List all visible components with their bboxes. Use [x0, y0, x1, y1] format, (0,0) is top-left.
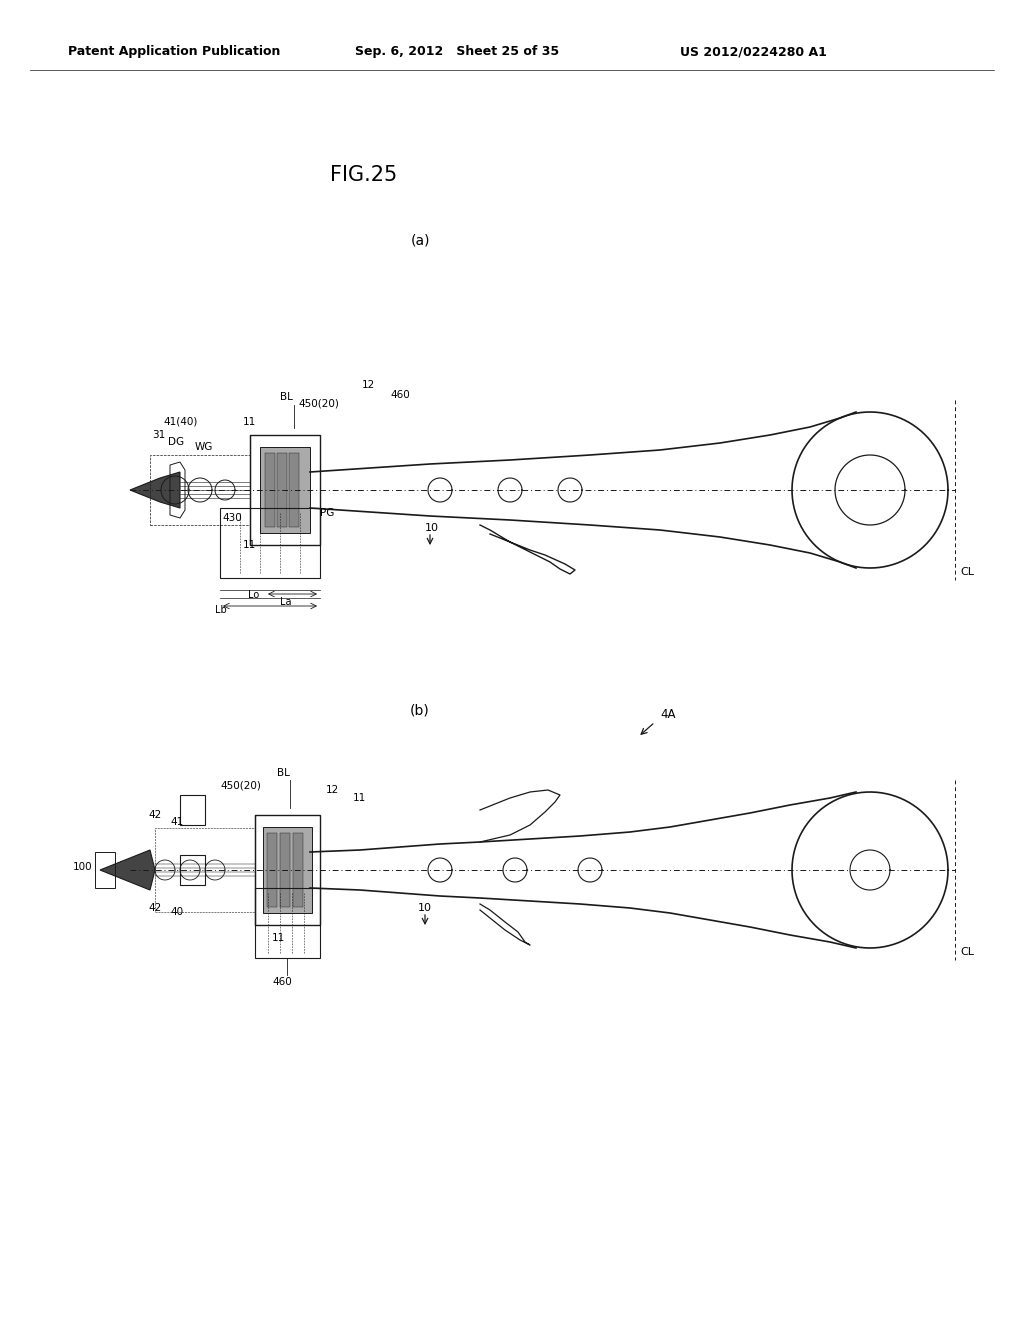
Bar [155, 828, 255, 912]
Text: 11: 11 [353, 793, 367, 803]
Text: 41(40): 41(40) [163, 417, 198, 426]
Bar [180, 795, 205, 825]
Bar [278, 453, 287, 527]
Bar [265, 453, 275, 527]
Bar [289, 453, 299, 527]
Polygon shape [100, 850, 155, 890]
Text: 460: 460 [272, 977, 292, 987]
Text: 11: 11 [272, 933, 286, 942]
Bar [150, 455, 250, 525]
Text: 11: 11 [243, 540, 256, 550]
Text: 41: 41 [170, 817, 183, 828]
Text: 430: 430 [222, 513, 242, 523]
Text: CL: CL [961, 568, 974, 577]
Bar [255, 888, 319, 958]
Text: BL: BL [280, 392, 293, 403]
Text: CL: CL [961, 946, 974, 957]
Bar [220, 508, 319, 578]
Bar [250, 436, 319, 545]
Text: (b): (b) [411, 704, 430, 717]
Text: 40: 40 [170, 907, 183, 917]
Text: 450(20): 450(20) [220, 780, 261, 789]
Text: 11: 11 [243, 417, 256, 426]
Text: 12: 12 [326, 785, 339, 795]
Text: WG: WG [195, 442, 213, 451]
Bar [267, 833, 278, 907]
Text: 42: 42 [148, 810, 161, 820]
Text: Lo: Lo [248, 590, 259, 601]
Bar [260, 447, 310, 533]
Text: 450(20): 450(20) [298, 399, 339, 408]
Text: PG: PG [319, 508, 335, 517]
Text: 10: 10 [418, 903, 432, 913]
Polygon shape [130, 473, 180, 508]
Text: Lb: Lb [215, 605, 226, 615]
Text: La: La [280, 597, 292, 607]
Text: 4A: 4A [660, 709, 676, 722]
Bar [263, 828, 312, 913]
Text: Sep. 6, 2012   Sheet 25 of 35: Sep. 6, 2012 Sheet 25 of 35 [355, 45, 559, 58]
Text: 12: 12 [362, 380, 375, 389]
Text: BL: BL [276, 768, 290, 777]
Text: 100: 100 [73, 862, 92, 873]
Text: (a): (a) [411, 234, 430, 247]
Text: 10: 10 [425, 523, 439, 533]
Text: 42: 42 [148, 903, 161, 913]
Text: US 2012/0224280 A1: US 2012/0224280 A1 [680, 45, 826, 58]
Bar [293, 833, 303, 907]
Text: Patent Application Publication: Patent Application Publication [68, 45, 281, 58]
Bar [255, 814, 319, 925]
Text: 460: 460 [390, 389, 410, 400]
Text: FIG.25: FIG.25 [330, 165, 397, 185]
Bar [95, 851, 115, 888]
Bar [180, 855, 205, 884]
Text: DG: DG [168, 437, 184, 447]
Bar [280, 833, 290, 907]
Text: 31: 31 [152, 430, 165, 440]
